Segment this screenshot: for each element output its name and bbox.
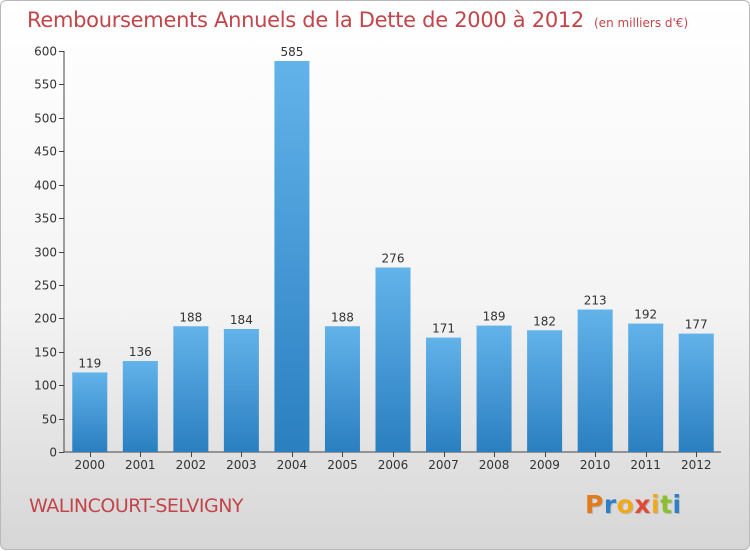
y-tick-label: 500 (34, 112, 57, 126)
x-tick-label: 2001 (125, 458, 156, 472)
bar-value-label: 136 (129, 345, 152, 359)
bar (527, 330, 563, 452)
logo-letter: x (634, 490, 651, 519)
logo-letter: P (585, 490, 604, 519)
bar-cap (72, 372, 108, 375)
logo-letter: i (672, 490, 682, 519)
y-tick-label: 0 (49, 446, 57, 460)
x-tick-label: 2012 (681, 458, 712, 472)
bar-value-label: 119 (78, 356, 101, 370)
bar-cap (577, 309, 613, 312)
y-tick-label: 200 (34, 312, 57, 326)
bar-cap (426, 337, 462, 340)
y-tick-label: 50 (42, 413, 57, 427)
proxiti-logo: Proxiti (585, 490, 682, 519)
bar-value-label: 182 (533, 314, 556, 328)
x-tick-label: 2003 (226, 458, 257, 472)
x-tick-label: 2008 (479, 458, 510, 472)
bar-value-label: 213 (584, 294, 607, 308)
bar (324, 326, 360, 452)
bar-value-label: 184 (230, 313, 253, 327)
bar-value-label: 192 (634, 308, 657, 322)
bar-value-label: 177 (685, 318, 708, 332)
bar (628, 323, 664, 452)
chart-title-text: Remboursements Annuels de la Dette de 20… (27, 8, 584, 32)
bar-value-label: 585 (280, 45, 303, 59)
logo-letter: r (603, 490, 617, 519)
chart-title: Remboursements Annuels de la Dette de 20… (27, 8, 688, 32)
bar-cap (324, 326, 360, 329)
bar-cap (274, 61, 310, 64)
y-tick-label: 300 (34, 246, 57, 260)
bar (72, 372, 108, 452)
y-tick-label: 250 (34, 279, 57, 293)
bar-cap (678, 333, 714, 336)
bar-cap (628, 323, 664, 326)
x-tick-label: 2006 (378, 458, 409, 472)
bar-cap (476, 325, 512, 328)
logo-letter: i (651, 490, 661, 519)
bar-cap (173, 326, 209, 329)
chart-unit: (en milliers d'€) (594, 16, 689, 30)
y-tick-label: 450 (34, 145, 57, 159)
y-tick-label: 100 (34, 379, 57, 393)
x-tick-label: 2011 (630, 458, 661, 472)
bar (173, 326, 209, 452)
bar-value-label: 188 (331, 310, 354, 324)
bar-cap (375, 267, 411, 270)
y-tick-label: 400 (34, 179, 57, 193)
x-tick-label: 2009 (529, 458, 560, 472)
y-tick-label: 350 (34, 212, 57, 226)
bar (577, 309, 613, 452)
x-tick-label: 2004 (277, 458, 308, 472)
y-tick-label: 550 (34, 78, 57, 92)
x-tick-label: 2000 (74, 458, 105, 472)
bar-cap (122, 361, 158, 364)
bar (426, 337, 462, 452)
bar (375, 267, 411, 452)
y-tick-label: 150 (34, 346, 57, 360)
bar (274, 61, 310, 453)
bar-value-label: 188 (179, 310, 202, 324)
bar-cap (527, 330, 563, 333)
x-tick-label: 2002 (176, 458, 207, 472)
bar (678, 333, 714, 452)
bar-cap (223, 329, 259, 332)
bar-value-label: 189 (483, 310, 506, 324)
x-tick-label: 2007 (428, 458, 459, 472)
y-tick-label: 600 (34, 45, 57, 59)
bar-value-label: 171 (432, 322, 455, 336)
city-name: WALINCOURT-SELVIGNY (29, 495, 244, 517)
bar (122, 361, 158, 452)
logo-letter: o (616, 490, 635, 519)
x-tick-label: 2005 (327, 458, 358, 472)
x-tick-label: 2010 (580, 458, 611, 472)
bar (476, 325, 512, 452)
logo-letter: t (660, 490, 673, 519)
bar (223, 329, 259, 452)
bar-value-label: 276 (382, 252, 405, 266)
